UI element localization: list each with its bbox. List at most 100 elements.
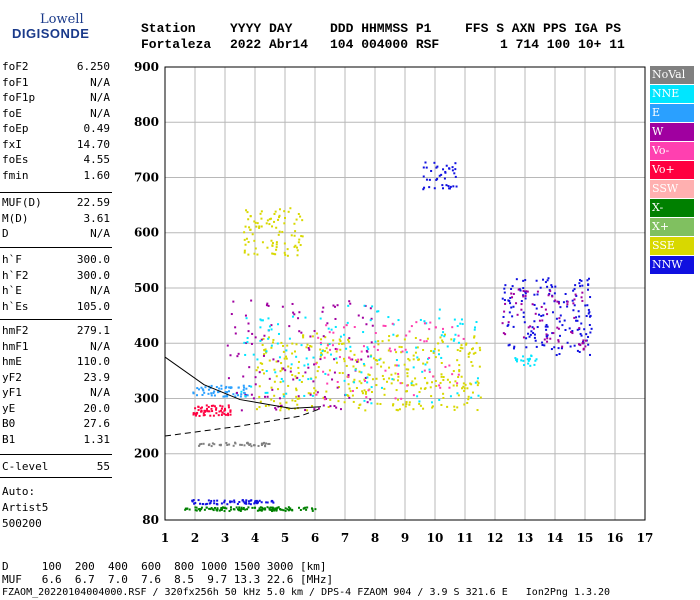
echo-point: [265, 501, 268, 504]
echo-point: [477, 382, 480, 385]
echo-point: [458, 370, 461, 373]
echo-point: [501, 322, 504, 325]
echo-point: [451, 373, 454, 376]
echo-point: [285, 357, 288, 360]
echo-point: [260, 225, 263, 228]
echo-point: [357, 314, 360, 317]
echo-point: [546, 337, 549, 340]
echo-point: [286, 248, 289, 251]
x-tick-label: 1: [161, 531, 169, 545]
echo-point: [571, 330, 574, 333]
echo-point: [307, 366, 310, 369]
echo-point: [195, 509, 198, 512]
param-key: B0: [2, 417, 16, 430]
echo-point: [336, 304, 339, 307]
echo-point: [450, 338, 453, 341]
echo-point: [215, 412, 218, 415]
echo-point: [578, 328, 581, 331]
echo-point: [228, 443, 231, 446]
echo-point: [200, 386, 203, 389]
echo-point: [217, 414, 220, 417]
echo-point: [579, 332, 582, 335]
echo-point: [365, 323, 368, 326]
echo-point: [479, 396, 482, 399]
echo-point: [284, 509, 287, 512]
echo-point: [203, 508, 206, 511]
echo-point: [291, 342, 294, 345]
echo-point: [258, 507, 261, 510]
echo-point: [555, 317, 558, 320]
echo-point: [375, 384, 378, 387]
echo-point: [456, 382, 459, 385]
echo-point: [339, 335, 342, 338]
echo-point: [337, 400, 340, 403]
echo-point: [188, 508, 191, 511]
echo-point: [520, 308, 523, 311]
echo-point: [283, 251, 286, 254]
echo-point: [216, 499, 219, 502]
echo-point: [319, 355, 322, 358]
echo-point: [396, 379, 399, 382]
echo-point: [245, 499, 248, 502]
echo-point: [456, 349, 459, 352]
echo-point: [421, 370, 424, 373]
echo-point: [443, 335, 446, 338]
echo-point: [195, 506, 198, 509]
echo-point: [552, 332, 555, 335]
legend-item-w: W: [650, 123, 694, 141]
echo-point: [298, 330, 301, 333]
echo-point: [526, 290, 529, 293]
echo-point: [512, 305, 515, 308]
echo-point: [376, 348, 379, 351]
echo-point: [274, 210, 277, 213]
echo-point: [576, 319, 579, 322]
echo-point: [315, 393, 318, 396]
echo-point: [212, 404, 215, 407]
echo-point: [423, 369, 426, 372]
echo-point: [522, 290, 525, 293]
echo-point: [244, 314, 247, 317]
echo-point: [535, 307, 538, 310]
param-value: 105.0: [76, 299, 110, 313]
echo-point: [457, 334, 460, 337]
echo-point: [197, 499, 200, 502]
echo-point: [195, 413, 198, 416]
echo-point: [419, 404, 422, 407]
echo-point: [547, 277, 550, 280]
echo-point: [325, 397, 328, 400]
echo-point: [440, 373, 443, 376]
echo-point: [273, 212, 276, 215]
echo-point: [348, 396, 351, 399]
echo-point: [218, 509, 221, 512]
echo-point: [213, 502, 216, 505]
param-value: 6.250: [76, 60, 110, 73]
header-time-label: DDD HHMMSS P1: [330, 21, 432, 36]
echo-point: [568, 327, 571, 330]
echo-point: [363, 378, 366, 381]
echo-point: [279, 406, 282, 409]
echo-point: [346, 321, 349, 324]
echo-point: [462, 385, 465, 388]
echo-point: [524, 279, 527, 282]
echo-point: [208, 443, 211, 446]
echo-point: [531, 326, 534, 329]
echo-point: [332, 339, 335, 342]
param-separator: [0, 477, 112, 478]
echo-point: [453, 318, 456, 321]
echo-point: [390, 382, 393, 385]
echo-point: [248, 385, 251, 388]
echo-point: [584, 345, 587, 348]
echo-point: [239, 509, 242, 512]
param-row-ye: yE 20.0: [2, 402, 110, 417]
echo-point: [468, 351, 471, 354]
autoscale-info: Artist5: [2, 501, 49, 514]
echo-point: [473, 335, 476, 338]
param-value: 1.31: [83, 432, 111, 446]
echo-point: [382, 361, 385, 364]
footer-file-row: FZAOM_20220104004000.RSF / 320fx256h 50 …: [2, 587, 611, 598]
echo-point: [503, 310, 506, 313]
echo-point: [443, 177, 446, 180]
echo-point: [237, 352, 240, 355]
echo-point: [233, 508, 236, 511]
echo-point: [558, 353, 561, 356]
